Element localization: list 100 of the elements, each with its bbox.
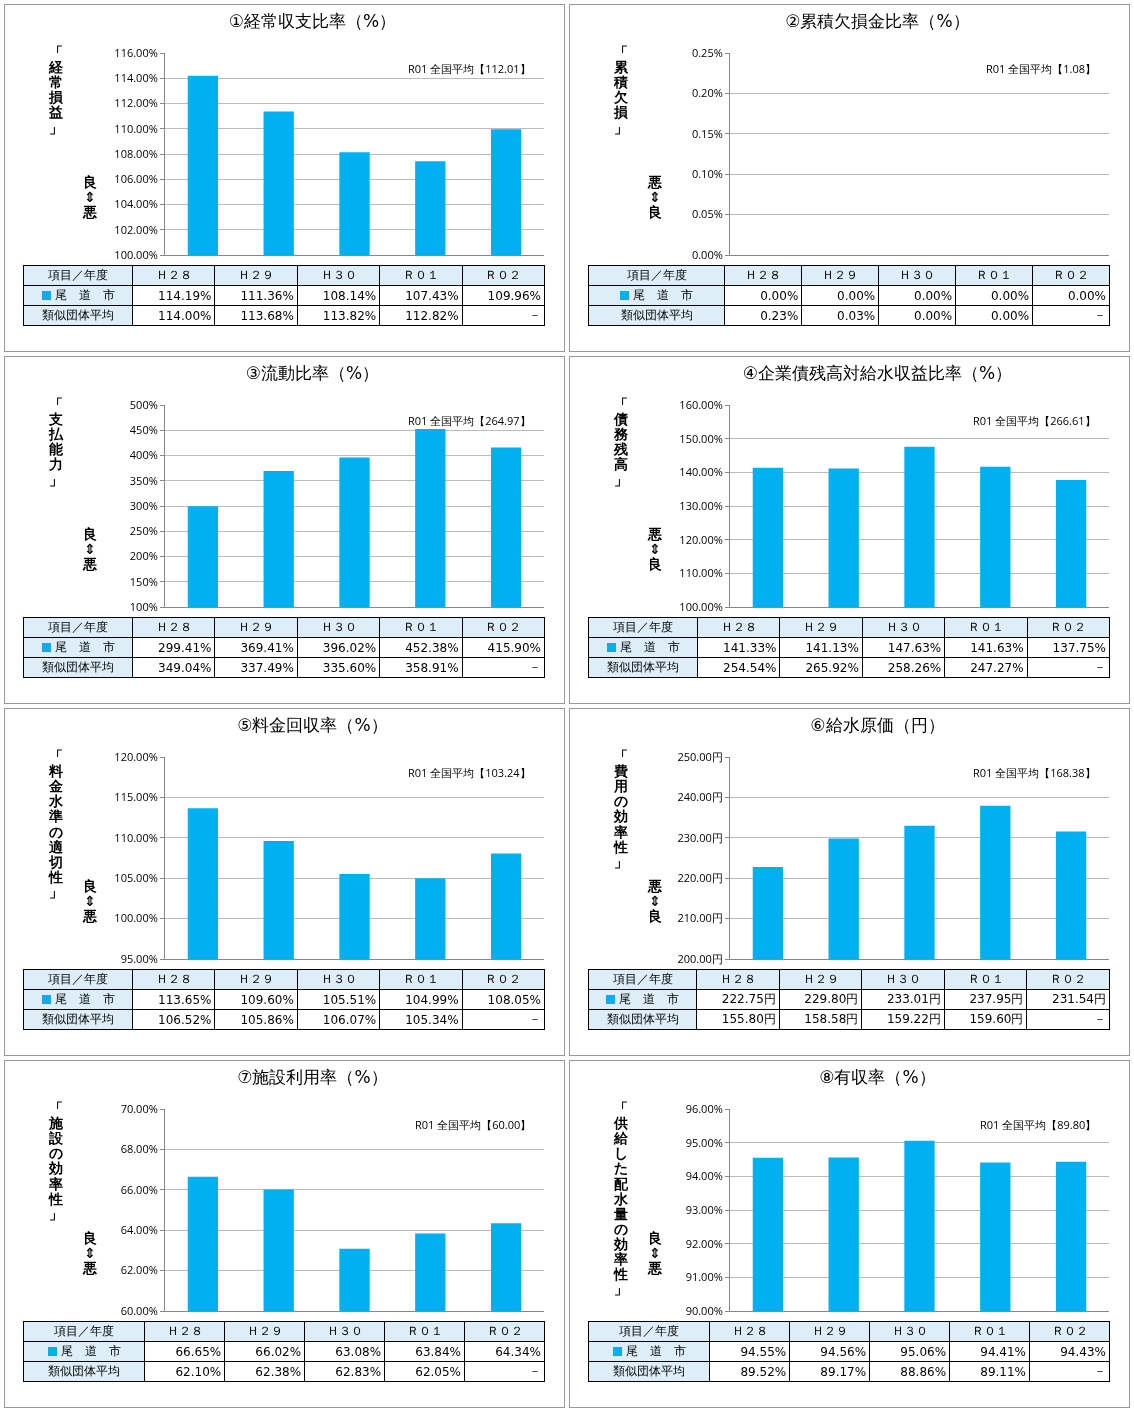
category-label: Ｈ３０ [891, 1324, 928, 1338]
text: 335.60% [322, 660, 377, 675]
data-label: 141.33% [697, 637, 780, 658]
y-tick-label: 64.00% [120, 1222, 158, 1238]
legend-label: 尾 道 市 [588, 637, 698, 658]
x-axis-title: 項目／年度 [588, 617, 698, 638]
text: 258.26% [887, 660, 942, 675]
text: － [1094, 660, 1106, 674]
text: 105.86% [240, 1012, 294, 1027]
annotation: R01 全国平均【103.24】 [408, 765, 531, 780]
y-tick-label: 93.00% [685, 1201, 723, 1217]
annotation: R01 全国平均【1.08】 [986, 61, 1096, 76]
y-tick-label: 60.00% [120, 1302, 158, 1318]
text: 良⇕悪 [83, 878, 97, 925]
category-label: Ｈ２９ [238, 620, 275, 634]
text: 良⇕悪 [648, 1230, 662, 1277]
data-label: 113.65% [132, 989, 215, 1010]
category-label: Ｒ０１ [402, 620, 439, 634]
data-label: 109.96% [462, 285, 545, 306]
y-tick-label: 92.00% [685, 1235, 723, 1251]
y-tick-label: 96.00% [685, 1100, 723, 1116]
x-axis-title: 項目／年度 [588, 265, 725, 286]
category-label: Ｒ０１ [402, 268, 439, 282]
category-label: Ｒ０１ [971, 1324, 1008, 1338]
text: 105.34% [405, 1012, 459, 1027]
chart-title: ②累積欠損金比率（%） [785, 11, 970, 32]
text: 0.00% [914, 308, 953, 323]
text: 0.00% [990, 308, 1030, 323]
y-tick-label: 102.00% [114, 221, 158, 237]
text: 類似団体平均 [23, 305, 133, 326]
category-label: Ｒ０２ [1050, 620, 1087, 634]
text: 類似団体平均 [588, 305, 725, 326]
text: 「料金水準の適切性」 [49, 748, 63, 900]
category-label: Ｒ０２ [1053, 268, 1090, 282]
y-tick-label: 104.00% [114, 196, 158, 212]
y-tick-label: 160.00% [679, 396, 723, 412]
category-label: Ｈ２９ [802, 972, 839, 986]
text: 158.58円 [804, 1012, 859, 1026]
category-label: Ｒ０２ [486, 1324, 523, 1338]
data-label: 64.34% [464, 1341, 545, 1362]
y-tick-label: 0.10% [691, 166, 723, 182]
text: 114.00% [158, 308, 212, 323]
y-tick-label: 94.00% [685, 1168, 723, 1184]
legend-label: 尾 道 市 [23, 285, 133, 306]
x-axis-title: 項目／年度 [588, 1321, 710, 1342]
data-label: 237.95円 [944, 989, 1027, 1010]
text: － [1094, 1012, 1106, 1026]
y-tick-label: 230.00円 [677, 829, 723, 845]
category-label: Ｈ３０ [320, 620, 357, 634]
y-tick-label: 110.00% [114, 829, 158, 845]
data-label: 0.00% [1032, 285, 1110, 306]
y-tick-label: 140.00% [679, 464, 723, 480]
data-label: 66.65% [144, 1341, 225, 1362]
text: 悪⇕良 [648, 878, 662, 925]
y-tick-label: 0.00% [691, 246, 723, 262]
text: 349.04% [158, 660, 212, 675]
y-tick-label: 300% [129, 497, 158, 513]
y-tick-label: 0.20% [691, 85, 723, 101]
legend-label: 尾 道 市 [23, 989, 133, 1010]
data-label: 0.00% [878, 285, 956, 306]
data-label: 63.84% [384, 1341, 465, 1362]
text: 88.86% [900, 1364, 947, 1379]
legend-label: 尾 道 市 [588, 989, 697, 1010]
text: 113.82% [322, 308, 377, 323]
data-label: 0.00% [801, 285, 879, 306]
text: 類似団体平均 [23, 1361, 145, 1382]
data-label: 0.00% [955, 285, 1033, 306]
data-label: 111.36% [214, 285, 298, 306]
annotation: R01 全国平均【60.00】 [415, 1117, 532, 1132]
category-label: Ｈ３０ [320, 268, 357, 282]
y-axis-title: 「支払能力」 [49, 396, 63, 488]
data-label: 63.08% [304, 1341, 385, 1362]
y-tick-label: 200% [129, 548, 158, 564]
y-tick-label: 240.00円 [677, 789, 723, 805]
category-label: Ｒ０１ [976, 268, 1013, 282]
chart-title: ④企業債残高対給水収益比率（%） [742, 363, 1013, 384]
data-label: 66.02% [224, 1341, 305, 1362]
data-label: 137.75% [1027, 637, 1110, 658]
y-tick-label: 110.00% [114, 120, 158, 136]
chart-title: ①経常収支比率（%） [228, 11, 397, 32]
category-label: Ｈ３０ [320, 972, 357, 986]
text: 62.83% [335, 1364, 382, 1379]
annotation: R01 全国平均【89.80】 [980, 1117, 1097, 1132]
category-label: Ｈ２８ [720, 620, 757, 634]
y-tick-label: 0.25% [691, 44, 723, 60]
y-tick-label: 100% [129, 598, 158, 614]
data-label: 147.63% [862, 637, 945, 658]
x-axis-title: 項目／年度 [23, 617, 133, 638]
y-tick-label: 114.00% [114, 70, 158, 86]
category-label: Ｒ０２ [485, 268, 522, 282]
y-tick-label: 112.00% [114, 95, 158, 111]
y-tick-label: 68.00% [120, 1141, 158, 1157]
x-axis-title: 項目／年度 [23, 969, 133, 990]
y-tick-label: 95.00% [685, 1134, 723, 1150]
category-label: Ｈ２９ [246, 1324, 283, 1338]
y-tick-label: 0.15% [691, 125, 723, 141]
data-label: 415.90% [462, 637, 545, 658]
y-tick-label: 250% [129, 523, 158, 539]
category-label: Ｈ２８ [155, 268, 192, 282]
text: 類似団体平均 [588, 1009, 697, 1030]
